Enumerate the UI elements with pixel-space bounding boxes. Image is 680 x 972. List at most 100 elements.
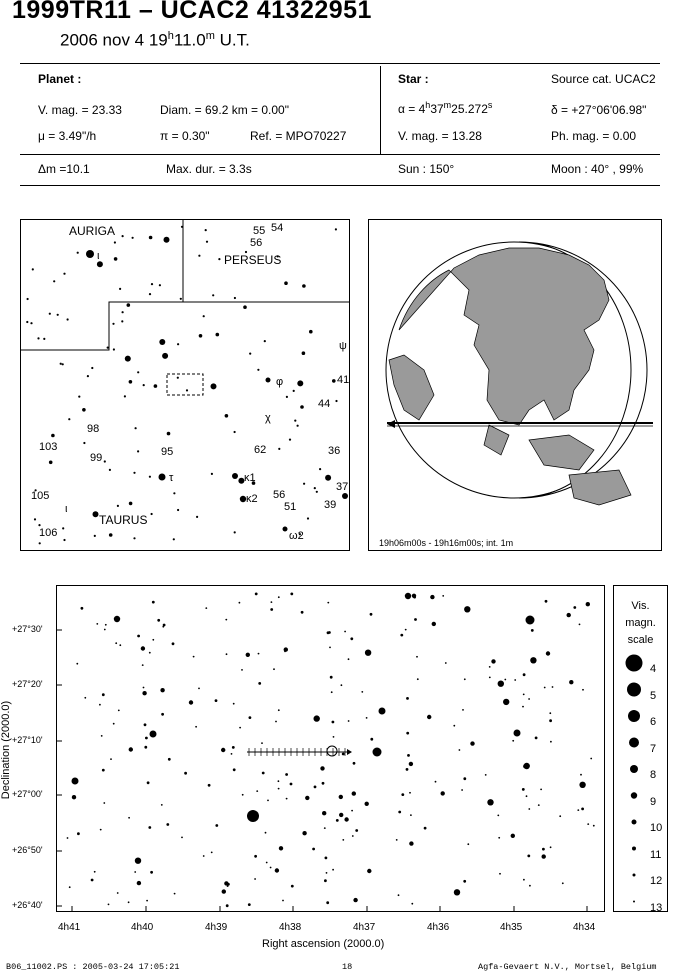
finder-star bbox=[30, 322, 33, 325]
detail-star bbox=[157, 618, 161, 622]
detail-axis-ticks bbox=[57, 629, 588, 911]
mag-level: 10 bbox=[650, 822, 663, 834]
star-label: 62 bbox=[254, 444, 266, 456]
detail-bright-star bbox=[513, 729, 521, 737]
detail-star bbox=[273, 668, 275, 671]
detail-star bbox=[195, 725, 198, 728]
detail-star bbox=[66, 837, 69, 839]
finder-star bbox=[198, 334, 203, 338]
detail-star bbox=[522, 673, 526, 677]
finder-star bbox=[113, 257, 118, 261]
asteroid-track-ticks bbox=[248, 748, 346, 756]
detail-star bbox=[330, 691, 333, 694]
detail-star bbox=[215, 824, 219, 827]
dec-tick-label: +26°50' bbox=[12, 845, 43, 855]
ra-tick-label: 4h40 bbox=[131, 922, 154, 933]
detail-star bbox=[192, 655, 195, 658]
star-label: 105 bbox=[31, 490, 49, 502]
detail-star bbox=[226, 885, 229, 887]
finder-star bbox=[179, 297, 182, 300]
detail-star bbox=[103, 628, 106, 631]
finder-star bbox=[56, 313, 59, 316]
detail-star bbox=[566, 612, 571, 618]
detail-star bbox=[453, 889, 461, 896]
detail-star bbox=[184, 771, 187, 775]
detail-star bbox=[544, 599, 548, 603]
detail-star bbox=[398, 810, 402, 814]
detail-star bbox=[312, 847, 315, 851]
detail-star bbox=[453, 724, 456, 727]
detail-star bbox=[90, 878, 94, 882]
detail-star bbox=[254, 854, 257, 858]
star-label: τ bbox=[169, 472, 174, 484]
finder-star bbox=[93, 534, 96, 537]
detail-star bbox=[173, 892, 176, 895]
finder-star bbox=[108, 533, 113, 537]
finder-bright-star bbox=[232, 473, 238, 479]
finder-star bbox=[38, 542, 41, 545]
detail-star bbox=[221, 889, 226, 894]
detail-star bbox=[400, 633, 404, 637]
detail-star bbox=[369, 612, 373, 616]
detail-star bbox=[523, 762, 530, 770]
finder-star bbox=[319, 468, 322, 471]
star-label: κ2 bbox=[246, 493, 258, 505]
detail-star bbox=[405, 768, 409, 771]
detail-bright-star bbox=[113, 615, 121, 623]
star-label: 56 bbox=[250, 237, 262, 249]
finder-star bbox=[34, 489, 37, 492]
detail-star bbox=[549, 719, 552, 723]
finder-star bbox=[218, 258, 221, 261]
detail-star bbox=[521, 788, 525, 791]
detail-star bbox=[77, 832, 80, 836]
finder-star bbox=[142, 384, 145, 387]
detail-star bbox=[198, 687, 200, 690]
earth-globe-svg: 19h06m00s - 19h16m00s; int. 1m bbox=[379, 241, 653, 548]
detail-star bbox=[254, 592, 258, 596]
finder-bright-star bbox=[342, 493, 348, 499]
detail-star bbox=[128, 747, 133, 752]
footer-file-info: B06_11002.PS : 2005-03-24 17:05:21 bbox=[6, 962, 180, 972]
ra-tick-label: 4h39 bbox=[205, 922, 228, 933]
magnitude-dot bbox=[630, 792, 638, 799]
finder-star bbox=[53, 280, 56, 283]
mag-level: 13 bbox=[650, 901, 663, 914]
ra-tick-label: 4h34 bbox=[573, 922, 596, 933]
detail-star bbox=[256, 790, 259, 792]
detail-star bbox=[277, 596, 280, 599]
finder-star bbox=[166, 431, 171, 436]
detail-star bbox=[140, 646, 146, 651]
detail-star bbox=[326, 901, 330, 905]
detail-star bbox=[467, 843, 470, 846]
finder-stars bbox=[26, 225, 348, 545]
dec-tick-label: +27°00' bbox=[12, 789, 43, 799]
terminator bbox=[518, 241, 648, 499]
mag-level: 9 bbox=[650, 795, 657, 808]
detail-star bbox=[93, 870, 96, 873]
detail-star bbox=[152, 638, 155, 641]
mag-level: 4 bbox=[650, 663, 657, 675]
detail-star bbox=[313, 715, 320, 722]
finder-star bbox=[96, 261, 103, 268]
detail-star bbox=[290, 884, 294, 888]
finder-star bbox=[133, 537, 136, 540]
detail-star bbox=[522, 705, 524, 708]
detail-star bbox=[541, 854, 546, 859]
finder-star bbox=[83, 441, 86, 445]
detail-star bbox=[408, 761, 414, 767]
finder-star bbox=[134, 427, 137, 430]
detail-star bbox=[370, 737, 374, 741]
detail-star bbox=[241, 793, 244, 796]
finder-star bbox=[285, 395, 288, 398]
mag-level: 8 bbox=[650, 769, 657, 781]
finder-star bbox=[215, 332, 220, 337]
detail-star bbox=[498, 836, 501, 839]
finder-star bbox=[112, 348, 115, 351]
finder-star bbox=[298, 533, 301, 536]
detail-star bbox=[329, 646, 331, 649]
detail-star bbox=[110, 758, 112, 760]
magnitude-dot bbox=[632, 846, 636, 851]
detail-star bbox=[321, 781, 325, 785]
detail-star bbox=[569, 680, 574, 685]
detail-star bbox=[274, 868, 280, 873]
